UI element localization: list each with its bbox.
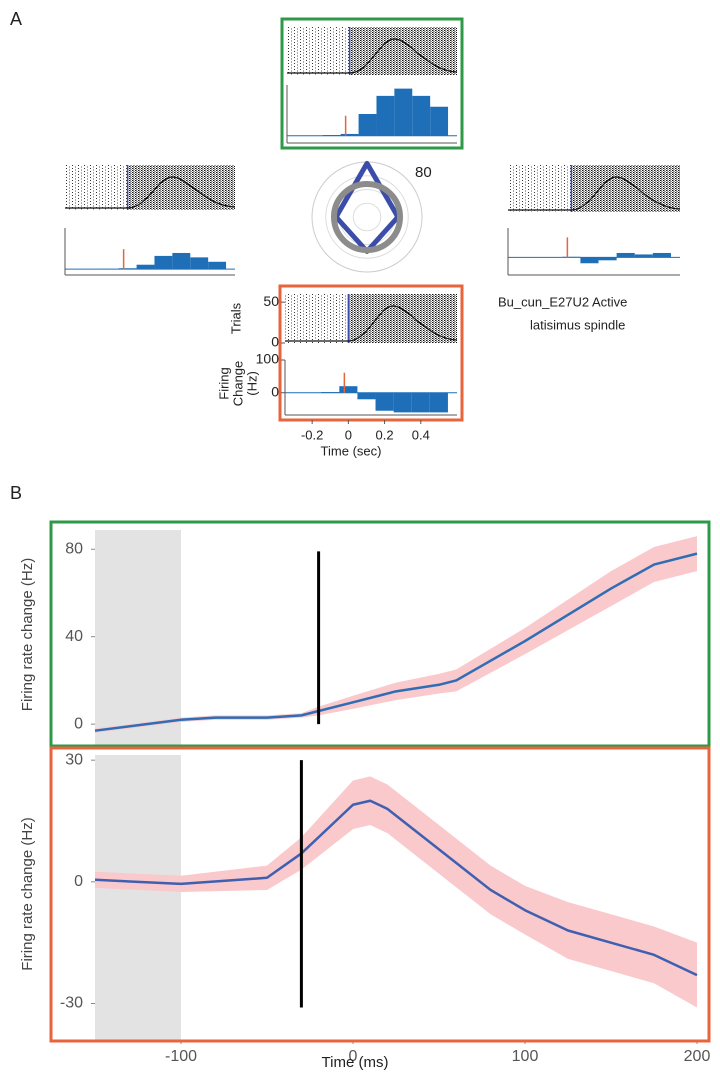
unit-desc: latisimus spindle: [530, 317, 625, 332]
panel-frame: [49, 520, 711, 748]
y-tick-label: 80: [65, 540, 83, 557]
x-tick-label: -0.2: [301, 427, 323, 442]
psth-bar: [357, 392, 376, 400]
x-tick-label: 0.4: [412, 427, 430, 442]
psth-bar: [394, 88, 413, 136]
y-axis-label: Firing rate change (Hz): [19, 817, 36, 970]
movement-trace: [508, 176, 681, 211]
error-band: [95, 536, 697, 733]
polar-ring: [352, 202, 382, 232]
psth-bar: [154, 255, 173, 270]
x-tick-label: 0.2: [376, 427, 394, 442]
panel-frame: [280, 17, 464, 150]
psth-bar: [339, 386, 358, 393]
panel-frame: [278, 284, 464, 422]
y-tick-label: 0: [271, 383, 279, 399]
psth-bar: [340, 133, 359, 136]
y-axis-label: (Hz): [244, 371, 259, 396]
psth-bar: [376, 95, 395, 136]
psth-bar: [634, 254, 653, 258]
x-axis-label: Time (ms): [322, 1054, 389, 1071]
y-tick-label: 30: [65, 751, 83, 768]
y-axis-label: Change: [230, 361, 245, 407]
panel-label: B: [10, 483, 22, 503]
shaded-region: [95, 755, 181, 1040]
y-tick-label: 100: [256, 351, 280, 367]
psth-bar: [393, 392, 412, 413]
raster: [508, 165, 572, 212]
psth-bar: [358, 114, 377, 136]
raster: [65, 165, 128, 210]
polar-series: [331, 181, 403, 253]
x-tick-label: 0: [349, 1048, 358, 1065]
polar-ring: [339, 189, 395, 245]
psth-bar: [580, 257, 599, 264]
panel-frame: [49, 746, 711, 1043]
panel-label: A: [10, 9, 22, 29]
y-axis-label: Firing rate change (Hz): [19, 558, 36, 711]
x-axis-label: Time (sec): [321, 443, 382, 458]
psth-bar: [172, 252, 191, 270]
y-axis-label: Firing: [216, 367, 231, 400]
raster: [285, 294, 349, 343]
movement-trace: [287, 38, 458, 74]
y-tick-label: 0: [74, 715, 83, 732]
psth-bar: [598, 257, 617, 261]
raster: [287, 27, 350, 75]
shaded-region: [95, 530, 181, 746]
x-tick-label: 100: [512, 1048, 539, 1065]
psth-bar: [190, 257, 209, 270]
psth-bar: [429, 392, 448, 413]
y-tick-label: 0: [74, 873, 83, 890]
r-tick-label: 80: [415, 164, 432, 181]
psth-bar: [430, 106, 449, 136]
psth-bar: [616, 252, 635, 258]
mean-line: [94, 799, 698, 977]
psth-bar: [208, 261, 227, 270]
psth-bar: [411, 392, 430, 413]
movement-trace: [65, 176, 236, 209]
psth-bar: [136, 264, 155, 270]
y-tick-label: 50: [263, 293, 279, 309]
psth-bar: [412, 95, 431, 136]
x-tick-label: 200: [684, 1048, 711, 1065]
x-tick-label: 0: [345, 427, 352, 442]
polar-ring: [311, 161, 423, 273]
y-tick-label: 40: [65, 628, 83, 645]
polar-ring: [325, 175, 409, 259]
unit-name: Bu_cun_E27U2 Active: [498, 294, 627, 309]
mean-line: [94, 552, 698, 732]
movement-trace: [285, 305, 458, 342]
y-tick-label: -30: [60, 995, 83, 1012]
error-band: [95, 776, 697, 1008]
psth-bar: [375, 392, 394, 411]
psth-bar: [652, 252, 671, 258]
y-axis-label: Trials: [228, 302, 243, 334]
y-tick-label: 0: [271, 334, 279, 350]
x-tick-label: -100: [165, 1048, 197, 1065]
